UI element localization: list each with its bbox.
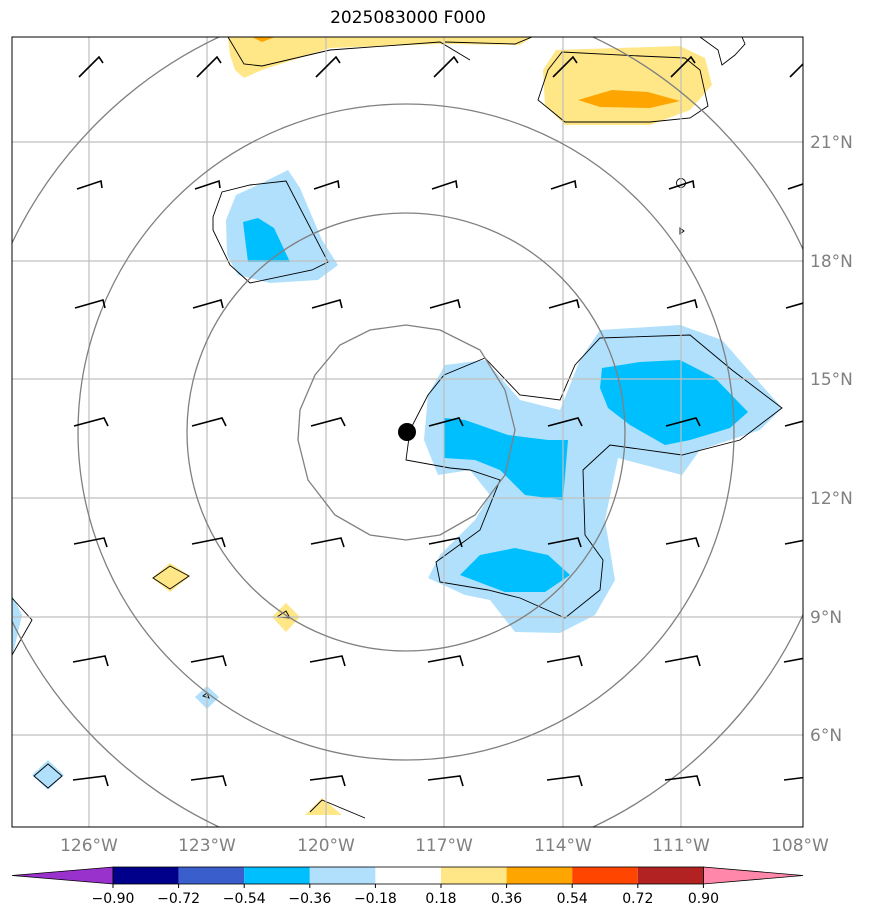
wind-barb [428, 417, 464, 427]
lat-label: 9°N [810, 608, 842, 628]
wind-barb [194, 179, 221, 190]
graticule [12, 37, 803, 827]
wind-barb [191, 417, 227, 427]
map-title: 2025083000 F000 [330, 8, 486, 28]
wind-barb [433, 55, 459, 78]
wind-barb [784, 420, 803, 427]
storm-center-marker [398, 423, 416, 441]
wind-barb [310, 537, 345, 548]
wind-barb [785, 302, 803, 309]
wind-barb [668, 179, 695, 190]
wind-barb [190, 655, 227, 667]
colorbar-tick-label: 0.36 [491, 891, 522, 907]
colorbar-segment [178, 867, 245, 884]
colorbar-tick-label: −0.54 [223, 891, 266, 907]
wind-barb [547, 417, 583, 427]
wind-barb [666, 299, 698, 309]
latitude-labels: 21°N 18°N 15°N 12°N 9°N 6°N [810, 133, 853, 746]
colorbar-tick-label: −0.36 [288, 891, 331, 907]
lat-label: 6°N [810, 726, 842, 746]
wind-barb [190, 775, 227, 787]
colorbar-segment [309, 867, 376, 884]
colorbar-tick-label: 0.72 [622, 891, 653, 907]
range-rings [12, 37, 803, 827]
lat-label: 21°N [810, 133, 853, 153]
lon-label: 114°W [534, 836, 592, 856]
colorbar-segment [244, 867, 310, 884]
wind-barb [431, 179, 458, 190]
wind-barb [313, 179, 340, 190]
wind-barb [427, 775, 464, 787]
colorbar-tick-label: −0.18 [354, 891, 397, 907]
wind-barb [546, 655, 583, 667]
lat-label: 18°N [810, 252, 853, 272]
lat-label: 15°N [810, 370, 853, 390]
lon-label: 120°W [297, 836, 355, 856]
wind-barb [72, 655, 109, 667]
colorbar-frame [112, 866, 704, 885]
wind-barb [550, 179, 577, 190]
colorbar-tick-label: 0.90 [688, 891, 719, 907]
negative-shading [12, 170, 782, 790]
lon-label: 108°W [771, 836, 829, 856]
colorbar-segment [572, 867, 638, 884]
wind-barb [315, 55, 341, 78]
map-layers [12, 37, 803, 827]
lon-label: 117°W [415, 836, 473, 856]
wind-barb [427, 655, 464, 667]
wind-barb [309, 655, 346, 667]
colorbar-segment [375, 867, 441, 884]
wind-barb [787, 183, 803, 190]
wind-barb [783, 776, 803, 781]
wind-barb [192, 299, 224, 309]
wind-barb [783, 657, 803, 663]
longitude-labels: 126°W 123°W 120°W 117°W 114°W 111°W 108°… [60, 836, 829, 856]
wind-barb [429, 299, 461, 309]
wind-barb [546, 775, 583, 787]
wind-barb [670, 55, 696, 78]
lon-label: 111°W [652, 836, 710, 856]
wind-barb [789, 62, 803, 78]
wind-barb [547, 537, 582, 548]
wind-barb [74, 299, 106, 309]
wind-barb [548, 299, 580, 309]
lat-label: 12°N [810, 489, 853, 509]
plot-frame [11, 36, 804, 828]
wind-barb [665, 537, 700, 548]
wind-barb [73, 417, 109, 427]
wind-barb [72, 775, 109, 787]
wind-barb [196, 55, 222, 78]
wind-barb [664, 775, 701, 787]
colorbar-segment [506, 867, 573, 884]
colorbar-segment [441, 867, 507, 884]
wind-barb [310, 417, 346, 427]
colorbar [11, 866, 804, 885]
wind-barb [665, 417, 701, 427]
colorbar-segment [637, 867, 704, 884]
wind-barb [311, 299, 343, 309]
wind-barb [191, 537, 226, 548]
colorbar-labels: −0.90 −0.72 −0.54 −0.36 −0.18 0.18 0.36 0.54 0.7… [92, 884, 719, 907]
wind-barb [76, 179, 103, 190]
colorbar-extend-max [703, 866, 804, 885]
wind-barb [552, 55, 578, 78]
wind-barb [664, 655, 701, 667]
wind-barb [428, 537, 463, 548]
wind-barb [73, 537, 108, 548]
colorbar-tick-label: 0.18 [425, 891, 456, 907]
wind-barbs [72, 55, 803, 787]
colorbar-tick-label: −0.72 [157, 891, 200, 907]
wind-barb [309, 775, 346, 787]
wind-barb [784, 539, 803, 545]
colorbar-tick-label: 0.54 [557, 891, 588, 907]
wind-barb [78, 55, 104, 78]
colorbar-extend-min [11, 866, 114, 885]
colorbar-segment [113, 867, 179, 884]
lon-label: 126°W [60, 836, 118, 856]
colorbar-tick-label: −0.90 [92, 891, 135, 907]
lon-label: 123°W [178, 836, 236, 856]
